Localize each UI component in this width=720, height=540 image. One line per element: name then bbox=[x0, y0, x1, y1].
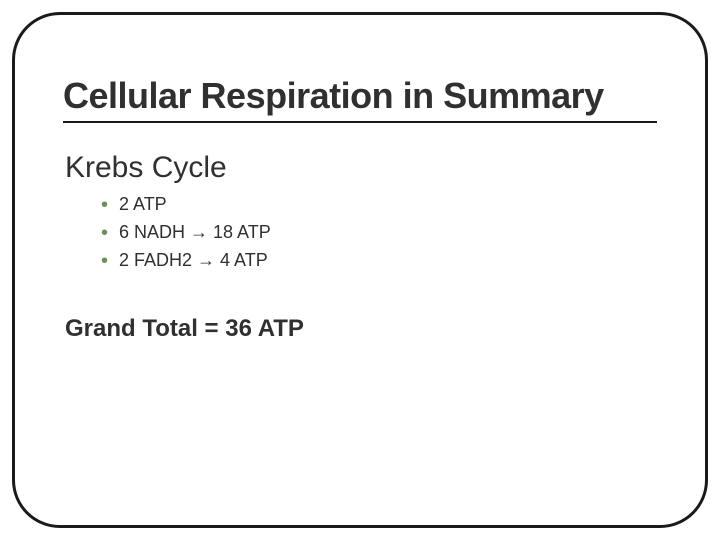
list-item: 2 ATP bbox=[101, 191, 657, 219]
slide-title: Cellular Respiration in Summary bbox=[63, 75, 657, 123]
slide-subtitle: Krebs Cycle bbox=[63, 151, 657, 185]
list-item: 2 FADH2 → 4 ATP bbox=[101, 247, 657, 275]
list-item: 6 NADH → 18 ATP bbox=[101, 219, 657, 247]
bullet-list: 2 ATP 6 NADH → 18 ATP 2 FADH2 → 4 ATP bbox=[63, 191, 657, 275]
grand-total: Grand Total = 36 ATP bbox=[63, 315, 657, 343]
slide-frame: Cellular Respiration in Summary Krebs Cy… bbox=[12, 12, 708, 528]
